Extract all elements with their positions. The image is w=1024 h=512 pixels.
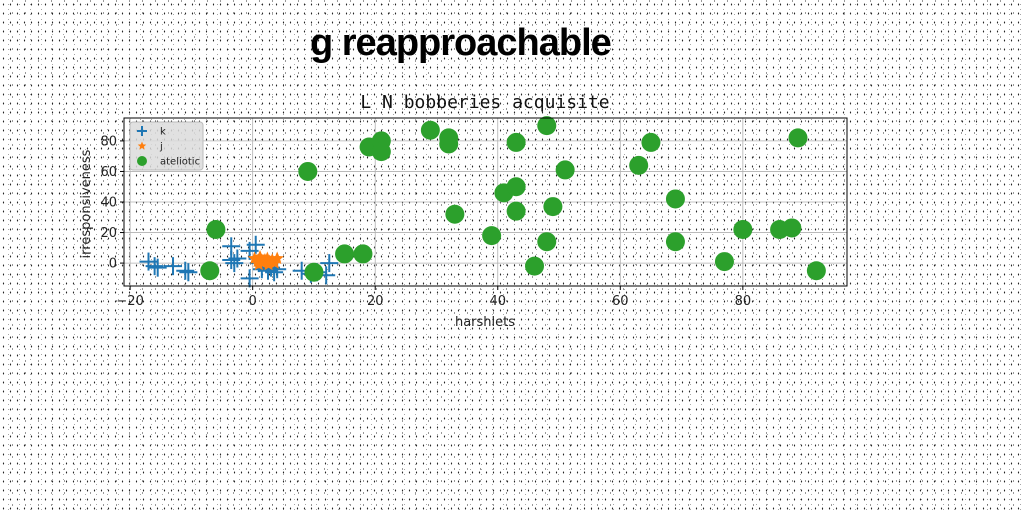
series-k — [139, 235, 339, 288]
legend-marker — [137, 141, 147, 150]
data-point — [145, 257, 164, 276]
y-tick-label: 80 — [100, 134, 117, 149]
legend-marker — [137, 126, 147, 136]
data-point — [788, 128, 808, 148]
y-axis-label: irresponsiveness — [79, 149, 94, 258]
data-point — [320, 254, 339, 273]
data-point — [240, 269, 259, 288]
data-point — [164, 257, 183, 276]
data-point — [371, 142, 391, 162]
data-point — [420, 120, 440, 140]
data-point — [782, 218, 802, 238]
data-point — [206, 219, 226, 239]
data-point — [200, 261, 220, 281]
y-tick-label: 20 — [100, 226, 117, 241]
legend-box — [129, 121, 204, 171]
data-point — [543, 197, 563, 217]
legend-label: j — [159, 142, 163, 153]
x-tick-label: 60 — [612, 294, 629, 309]
figure-suptitle: g reapproachable — [310, 22, 612, 64]
data-point — [506, 177, 526, 197]
data-point — [806, 261, 826, 281]
data-point — [714, 252, 734, 272]
x-tick-label: 40 — [489, 294, 506, 309]
axis-ticks: −20 0 20 40 60 80 0 20 40 60 80 — [100, 134, 751, 309]
legend-label: k — [160, 127, 166, 138]
data-point — [179, 263, 198, 282]
y-tick-label: 60 — [100, 165, 117, 180]
data-point — [482, 226, 502, 246]
legend-marker — [137, 156, 147, 166]
legend-entries: kj ateliotic — [137, 126, 200, 168]
data-point — [176, 261, 195, 280]
data-point — [246, 235, 265, 254]
x-axis-label: harshlets — [455, 315, 515, 330]
data-point — [298, 161, 318, 181]
data-point — [537, 232, 557, 252]
data-point — [665, 189, 685, 209]
data-point — [261, 257, 276, 271]
data-point — [506, 132, 526, 152]
data-point — [148, 258, 167, 277]
series-layer — [139, 116, 826, 288]
data-point — [555, 160, 575, 180]
data-point — [445, 204, 465, 224]
data-point — [506, 201, 526, 221]
data-point — [537, 116, 557, 136]
data-point — [525, 256, 545, 276]
legend-label: ateliotic — [160, 157, 200, 168]
data-point — [252, 257, 266, 271]
series-j — [247, 249, 284, 271]
data-point — [439, 134, 459, 154]
x-tick-label: 0 — [249, 294, 257, 309]
y-tick-label: 0 — [109, 257, 117, 272]
data-point — [353, 244, 373, 264]
data-point — [225, 254, 244, 273]
data-point — [270, 251, 284, 265]
data-point — [665, 232, 685, 252]
data-point — [629, 155, 649, 175]
x-tick-label: 20 — [367, 294, 384, 309]
data-point — [733, 219, 753, 239]
y-tick-label: 40 — [100, 196, 117, 211]
chart-title: L N bobberies acquisite — [360, 92, 609, 113]
data-point — [228, 249, 247, 268]
data-point — [335, 244, 355, 264]
series-ateliotic — [200, 116, 826, 282]
data-point — [641, 132, 661, 152]
data-point — [304, 262, 324, 282]
x-tick-label: −20 — [116, 294, 143, 309]
x-tick-label: 80 — [735, 294, 752, 309]
legend: kj ateliotic — [129, 121, 204, 171]
